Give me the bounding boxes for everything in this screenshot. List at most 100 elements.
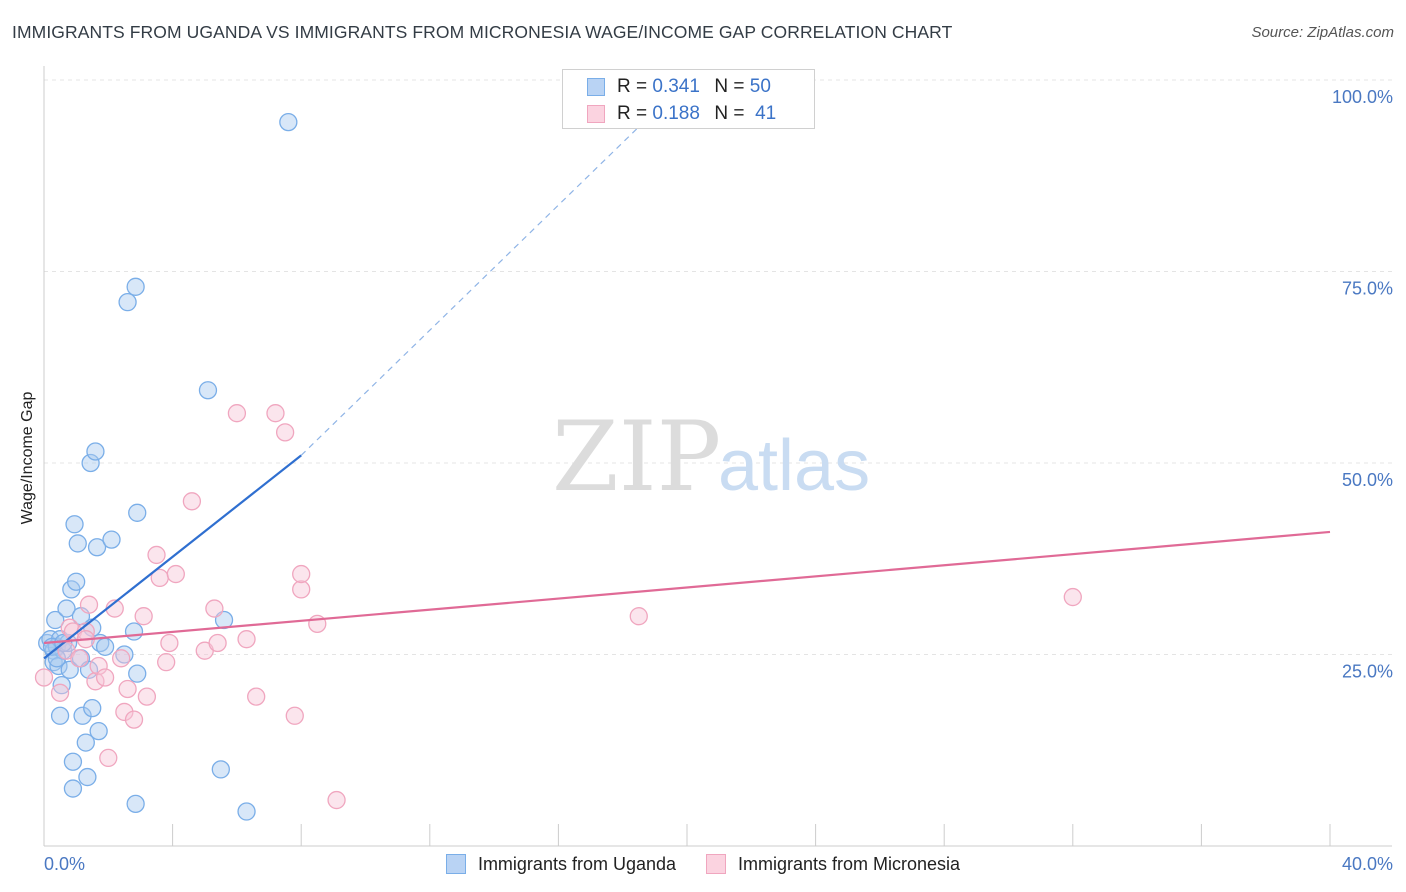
point-s1-9: [89, 656, 108, 676]
point-s0-45: [237, 802, 256, 821]
point-s1-21: [157, 653, 176, 672]
point-s0-17: [65, 515, 84, 534]
data-points: [34, 112, 1082, 821]
n-label: N =: [714, 76, 745, 97]
point-s0-30: [87, 538, 107, 557]
stats-legend-row-micronesia: R = 0.188 N = 41: [587, 103, 776, 125]
point-s1-33: [285, 706, 304, 725]
point-s0-33: [95, 637, 115, 656]
point-s1-17: [134, 607, 153, 626]
trend-line-uganda-extension: [300, 79, 688, 456]
legend-item-micronesia[interactable]: Immigrants from Micronesia: [706, 854, 960, 875]
point-s1-1: [50, 683, 70, 702]
x-tick-label-min: 0.0%: [44, 854, 85, 874]
y-tick-label-0: 25.0%: [1342, 662, 1393, 682]
chart-title: IMMIGRANTS FROM UGANDA VS IMMIGRANTS FRO…: [12, 22, 953, 42]
n-value-micronesia: 41: [755, 103, 777, 124]
point-s1-18: [137, 687, 157, 706]
point-s0-27: [83, 698, 102, 718]
point-s1-15: [118, 679, 137, 699]
point-s1-27: [208, 633, 227, 653]
point-s1-19: [147, 545, 166, 565]
point-s0-24: [78, 767, 97, 787]
watermark: ZIP atlas: [552, 401, 870, 513]
point-s1-7: [79, 595, 99, 614]
point-s0-49: [47, 649, 67, 668]
point-s1-34: [292, 580, 311, 599]
point-s0-37: [124, 622, 144, 641]
point-s0-23: [76, 733, 95, 752]
chart-source: Source: ZipAtlas.com: [1251, 24, 1394, 41]
point-s1-10: [95, 668, 115, 687]
x-tick-label-max: 40.0%: [1342, 854, 1393, 874]
watermark-zip: ZIP: [552, 401, 721, 513]
r-value-micronesia: 0.188: [652, 103, 700, 124]
y-tick-label-1: 50.0%: [1342, 470, 1393, 490]
watermark-atlas: atlas: [718, 426, 870, 506]
point-s1-37: [327, 790, 346, 810]
n-label: N =: [714, 103, 745, 124]
point-s1-26: [205, 599, 224, 618]
point-s0-4: [46, 610, 65, 630]
grid: [44, 79, 1392, 655]
r-label: R =: [617, 103, 648, 124]
y-tick-label-2: 75.0%: [1342, 279, 1393, 299]
point-s1-11: [99, 748, 118, 768]
tick-labels: 0.0% 40.0% 25.0% 50.0% 75.0% 100.0%: [44, 87, 1393, 874]
point-s0-36: [118, 292, 137, 312]
axes: [43, 66, 1392, 847]
legend-item-uganda[interactable]: Immigrants from Uganda: [445, 853, 677, 875]
point-s0-39: [126, 794, 145, 814]
point-s1-14: [115, 702, 134, 722]
point-s0-11: [57, 599, 76, 618]
uganda-swatch-icon: [587, 78, 605, 96]
point-s0-43: [211, 760, 230, 779]
point-s0-40: [128, 664, 147, 683]
point-s1-30: [247, 687, 266, 706]
point-s0-16: [63, 779, 83, 798]
point-s0-19: [68, 534, 87, 553]
point-s1-32: [275, 423, 295, 442]
stats-legend-row-uganda: R = 0.341 N = 50: [587, 76, 771, 98]
point-s0-38: [126, 277, 145, 296]
point-s0-41: [128, 503, 147, 522]
r-value-uganda: 0.341: [652, 76, 700, 97]
trend-line-micronesia: [43, 530, 1331, 645]
point-s0-46: [279, 112, 298, 132]
point-s1-23: [166, 564, 185, 584]
legend-label-uganda: Immigrants from Uganda: [477, 853, 677, 874]
series-legend: Immigrants from Uganda Immigrants from M…: [0, 851, 1406, 877]
point-s1-5: [70, 649, 89, 668]
legend-label-micronesia: Immigrants from Micronesia: [738, 853, 961, 874]
point-s0-26: [81, 453, 100, 473]
point-s0-18: [67, 572, 86, 591]
point-s1-8: [86, 672, 105, 691]
point-s0-22: [73, 706, 92, 725]
n-value-uganda: 50: [749, 76, 771, 97]
point-s1-29: [237, 630, 256, 649]
trend-lines: [43, 79, 1331, 660]
point-s1-38: [629, 607, 648, 626]
point-s1-22: [160, 633, 179, 653]
micronesia-legend-icon: [706, 854, 727, 874]
stats-legend: R = 0.341 N = 50 R = 0.188 N = 41: [562, 69, 815, 129]
y-tick-label-3: 100.0%: [1332, 87, 1393, 107]
trend-line-uganda: [43, 454, 302, 660]
point-s1-16: [124, 710, 144, 729]
point-s0-15: [63, 752, 83, 771]
point-s1-28: [227, 404, 247, 423]
point-s1-0: [34, 668, 54, 687]
point-s0-9: [52, 675, 71, 695]
point-s0-31: [89, 721, 108, 741]
r-label: R =: [617, 76, 648, 97]
point-s0-29: [86, 442, 105, 461]
point-s1-35: [292, 564, 311, 584]
point-s1-24: [182, 492, 202, 511]
point-s0-8: [50, 706, 70, 725]
point-s0-34: [102, 530, 121, 549]
uganda-legend-icon: [445, 854, 466, 874]
point-s0-42: [198, 381, 218, 400]
point-s1-13: [112, 649, 131, 668]
point-s1-31: [266, 404, 285, 423]
